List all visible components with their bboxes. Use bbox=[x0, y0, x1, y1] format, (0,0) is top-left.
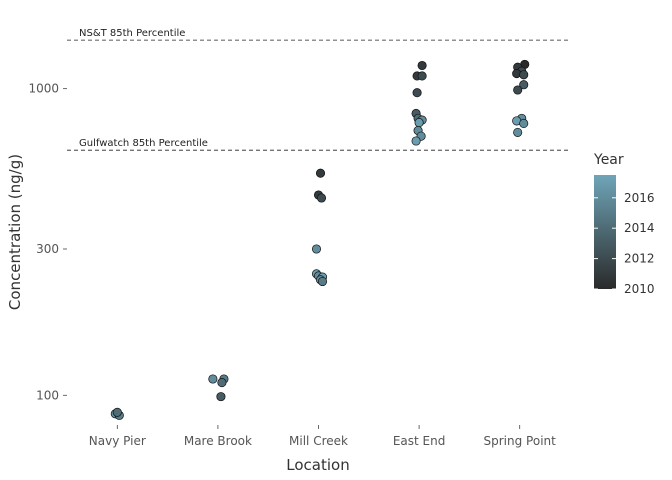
legend-tick-label: 2012 bbox=[624, 252, 655, 266]
data-point bbox=[315, 168, 326, 178]
data-point bbox=[216, 392, 226, 402]
x-tick-label: East End bbox=[393, 434, 446, 448]
data-point bbox=[513, 127, 523, 137]
data-point bbox=[519, 70, 529, 80]
legend-tick-label: 2014 bbox=[624, 221, 655, 235]
data-point bbox=[316, 193, 327, 203]
data-point bbox=[412, 88, 422, 98]
x-axis-ticks: Navy Pier Mare Brook Mill Creek East End Spr… bbox=[89, 425, 556, 448]
data-point bbox=[112, 407, 122, 417]
data-point bbox=[417, 71, 427, 81]
x-axis-title: Location bbox=[286, 456, 349, 474]
x-tick-label: Spring Point bbox=[484, 434, 557, 448]
data-point bbox=[208, 374, 218, 384]
color-legend: Year 2010 2012 2014 2016 bbox=[593, 152, 655, 296]
reference-line-label: Gulfwatch 85th Percentile bbox=[79, 138, 208, 149]
legend-title: Year bbox=[593, 152, 624, 168]
data-point bbox=[414, 118, 424, 128]
data-point bbox=[317, 276, 328, 287]
data-point bbox=[417, 60, 427, 71]
x-tick-label: Mill Creek bbox=[289, 434, 348, 448]
legend-ticks: 2010 2012 2014 2016 bbox=[594, 191, 655, 296]
data-point bbox=[311, 244, 322, 254]
data-point bbox=[411, 136, 421, 146]
reference-line-label: NS&T 85th Percentile bbox=[79, 28, 185, 39]
y-tick-label: 100 bbox=[36, 388, 59, 402]
data-point bbox=[513, 85, 523, 95]
y-axis-title: Concentration (ng/g) bbox=[6, 154, 24, 310]
data-point bbox=[519, 80, 529, 90]
data-points bbox=[110, 59, 530, 420]
y-tick-label: 1000 bbox=[28, 82, 59, 96]
y-tick-label: 300 bbox=[36, 242, 59, 256]
data-point bbox=[217, 378, 227, 388]
x-tick-label: Navy Pier bbox=[89, 434, 146, 448]
data-point bbox=[519, 118, 529, 129]
legend-tick-label: 2010 bbox=[624, 282, 655, 296]
legend-tick-label: 2016 bbox=[624, 191, 655, 205]
y-axis-ticks: 100 300 1000 bbox=[28, 82, 67, 402]
reference-lines: NS&T 85th Percentile Gulfwatch 85th Perce… bbox=[67, 28, 570, 151]
legend-color-bar bbox=[594, 175, 616, 289]
x-tick-label: Mare Brook bbox=[184, 434, 252, 448]
